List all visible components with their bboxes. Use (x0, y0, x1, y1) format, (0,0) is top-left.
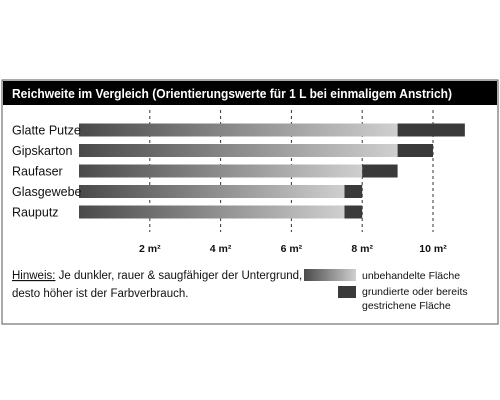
chart-title: Reichweite im Vergleich (Orientierungswe… (12, 86, 452, 101)
x-tick-labels: 2 m² 4 m² 6 m² 8 m² 10 m² (139, 243, 447, 255)
bar-treated (344, 185, 363, 198)
category-label: Rauputz (12, 206, 59, 220)
note-line-2: desto höher ist der Farbverbrauch. (12, 288, 188, 300)
bar-untreated (79, 185, 345, 198)
legend-label-untreated: unbehandelte Fläche (362, 270, 460, 282)
x-tick-label: 10 m² (419, 243, 447, 255)
note-line-1: Hinweis: Je dunkler, rauer & saugfähiger… (12, 270, 302, 282)
bar-treated (362, 164, 398, 178)
x-tick-label: 8 m² (351, 243, 373, 255)
category-label: Raufaser (12, 165, 63, 179)
chart-frame (1, 79, 499, 325)
category-label: Glatte Putze (12, 124, 81, 138)
legend-label-treated-1: grundierte oder bereits (362, 286, 468, 298)
title-bar (3, 81, 497, 105)
bar-untreated (79, 164, 363, 178)
bar-treated (397, 144, 433, 157)
x-tick-label: 4 m² (210, 243, 232, 255)
category-labels: Glatte Putze Gipskarton Raufaser Glasgewebe… (12, 124, 82, 220)
x-tick-label: 2 m² (139, 243, 161, 255)
category-label: Glasgewebe (12, 185, 82, 199)
note-line-1-text: Je dunkler, rauer & saugfähiger der Unte… (55, 270, 302, 282)
bar-untreated (79, 144, 398, 157)
bars (79, 123, 465, 219)
bar-untreated (79, 123, 398, 137)
bar-treated (397, 123, 465, 137)
note-label: Hinweis: (12, 270, 55, 282)
legend-swatch-treated (338, 286, 356, 298)
legend-swatch-untreated (304, 269, 356, 281)
bar-treated (344, 205, 363, 219)
x-tick-label: 6 m² (281, 243, 303, 255)
category-label: Gipskarton (12, 144, 72, 158)
legend-label-treated-2: gestrichene Fläche (362, 300, 451, 312)
bar-untreated (79, 205, 345, 219)
